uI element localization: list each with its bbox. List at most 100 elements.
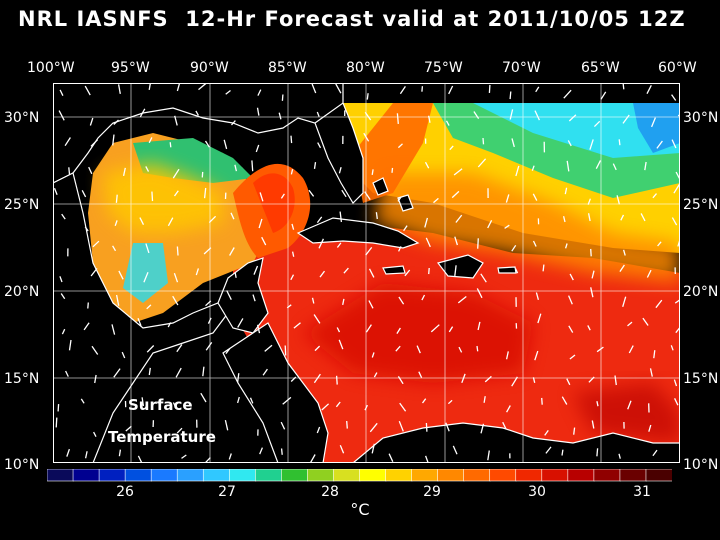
lat-label-left-20n: 20°N [4, 284, 40, 300]
wind-arrow [122, 167, 126, 177]
wind-arrow [121, 351, 126, 359]
wind-arrow [115, 194, 118, 203]
wind-arrow [290, 135, 293, 144]
colorbar-cell [645, 469, 672, 482]
wind-arrow [596, 448, 599, 457]
wind-arrow [68, 339, 72, 351]
wind-arrow [480, 423, 485, 434]
lat-label-left-10n: 10°N [4, 457, 40, 473]
wind-arrow [290, 376, 297, 382]
wind-arrow [291, 251, 295, 257]
wind-arrow [148, 367, 151, 376]
wind-arrow [259, 192, 264, 202]
wind-arrow [146, 304, 152, 310]
wind-arrow [237, 318, 244, 328]
wind-arrow [541, 397, 543, 405]
wind-arrow [596, 346, 604, 353]
colorbar-tick-label: 29 [423, 484, 441, 500]
lon-label-85w: 85°W [268, 60, 307, 76]
wind-arrow [251, 160, 254, 172]
wind-arrow [117, 84, 121, 95]
wind-arrow [167, 217, 174, 227]
wind-arrow [397, 376, 404, 385]
wind-arrow [204, 140, 210, 148]
lat-label-right-20n: 20°N [683, 284, 719, 300]
wind-arrow [587, 213, 591, 222]
wind-arrow [511, 376, 518, 387]
wind-arrow [319, 270, 326, 278]
wind-arrow [225, 347, 231, 354]
wind-arrow [569, 354, 576, 360]
wind-arrow [118, 270, 124, 280]
wind-arrow [175, 367, 182, 378]
wind-arrow [648, 424, 652, 432]
wind-arrow [424, 161, 430, 169]
wind-arrow [203, 187, 207, 199]
wind-arrow [404, 269, 411, 277]
wind-arrow [646, 269, 652, 278]
wind-arrow [282, 396, 292, 405]
wind-arrow [671, 139, 677, 149]
wind-arrow [66, 448, 71, 457]
wind-arrow [618, 453, 621, 459]
wind-arrow [94, 374, 97, 384]
lat-label-right-30n: 30°N [683, 110, 719, 126]
colorbar-cell [228, 469, 257, 482]
lat-label-right-15n: 15°N [683, 371, 719, 387]
wind-arrow [339, 445, 345, 454]
wind-arrow [205, 300, 212, 307]
wind-arrow [91, 345, 99, 355]
wind-arrow [80, 398, 85, 404]
wind-arrow [568, 114, 577, 122]
wind-arrow [118, 449, 122, 457]
colorbar-cell [176, 469, 205, 482]
wind-arrow [563, 89, 572, 99]
wind-arrow [60, 293, 66, 300]
wind-arrow [252, 294, 256, 302]
wind-arrow [627, 400, 632, 410]
wind-arrow [671, 94, 677, 101]
wind-arrow [308, 189, 315, 197]
wind-arrow [399, 402, 407, 412]
annotation-surface: Surface [128, 396, 193, 414]
wind-arrow [454, 265, 457, 276]
wind-arrow [447, 399, 453, 405]
wind-arrow [176, 344, 183, 353]
colorbar-cell [385, 469, 413, 482]
wind-arrow [612, 163, 617, 171]
wind-arrow [65, 370, 69, 377]
wind-arrow [290, 274, 295, 281]
wind-arrow [642, 317, 649, 326]
wind-arrow [587, 198, 592, 205]
colorbar-cell [515, 469, 543, 482]
wind-arrow [113, 119, 119, 125]
wind-arrow [84, 226, 89, 232]
wind-arrow [397, 143, 403, 149]
wind-arrow [339, 211, 343, 223]
wind-arrow [111, 324, 116, 335]
wind-arrow [430, 324, 440, 333]
wind-arrow [640, 213, 646, 222]
wind-arrow [545, 446, 552, 454]
wind-arrow [336, 327, 341, 333]
lat-label-left-25n: 25°N [4, 197, 40, 213]
wind-arrow [318, 238, 324, 249]
wind-arrow [566, 160, 570, 172]
sea-surface-temperature-map [53, 83, 680, 463]
wind-arrow [258, 218, 263, 229]
wind-arrow [335, 401, 341, 408]
wind-arrow [535, 292, 540, 300]
wind-arrow [509, 109, 514, 120]
lat-label-right-10n: 10°N [683, 457, 719, 473]
wind-arrow [622, 114, 630, 124]
wind-arrow [61, 328, 66, 335]
wind-arrow [618, 139, 621, 146]
wind-arrow [55, 417, 58, 428]
wind-arrow [646, 85, 652, 94]
wind-arrow [290, 169, 294, 175]
wind-arrow [84, 451, 88, 459]
wind-arrow [169, 142, 172, 148]
wind-arrow [234, 164, 238, 172]
wind-arrow [364, 404, 368, 411]
wind-arrow [316, 216, 323, 223]
